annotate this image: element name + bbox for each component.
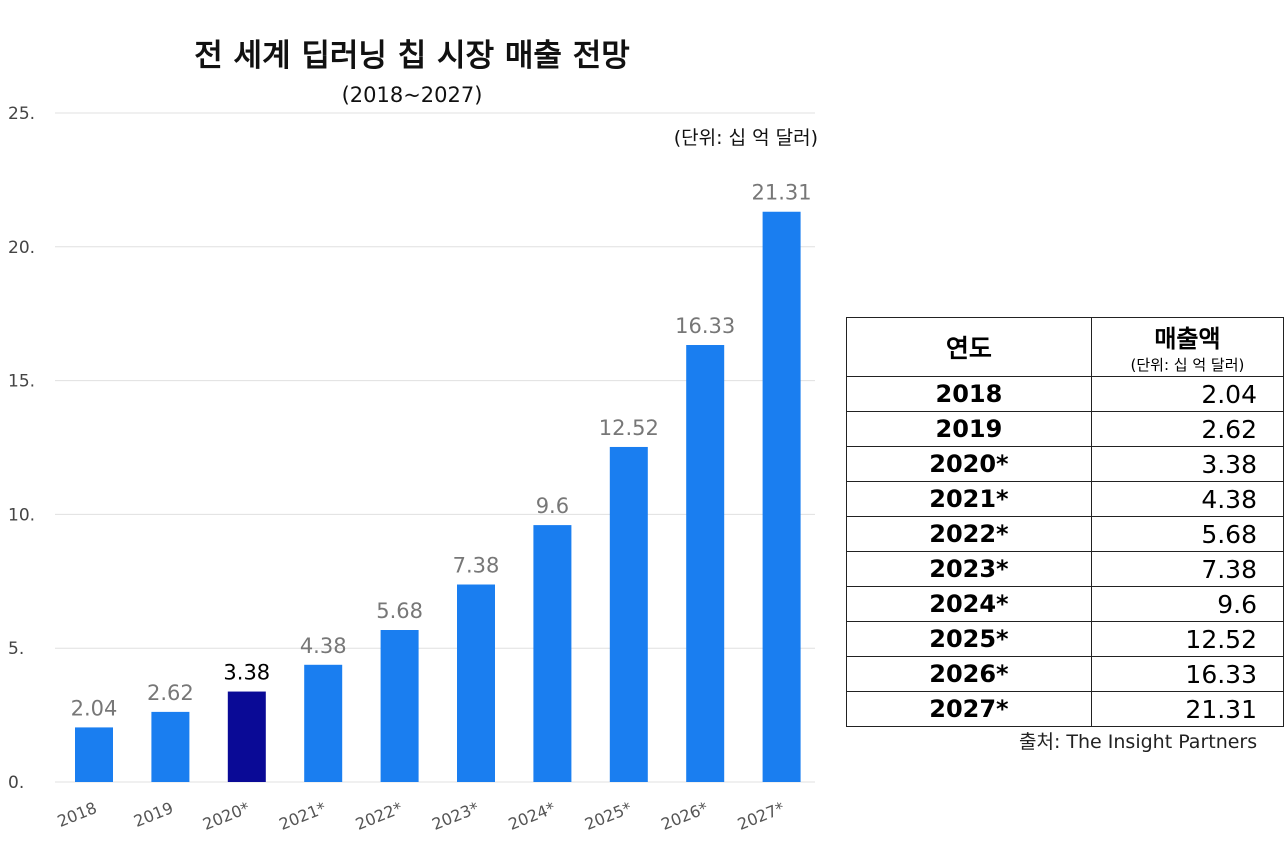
table-row: 2022* 5.68 xyxy=(846,516,1284,552)
value-labels: 2.04 2.62 3.38 4.38 5.68 7.38 9.6 12.52 16.33 21.… xyxy=(71,181,812,721)
table-cell-value: 4.38 xyxy=(1090,481,1284,517)
value-label: 4.38 xyxy=(300,634,347,658)
bar-chart: 전 세계 딥러닝 칩 시장 매출 전망 (2018~2027) (단위: 십 억… xyxy=(8,38,818,834)
table-cell-year: 2026* xyxy=(846,656,1092,692)
y-tick-label: 25. xyxy=(8,104,35,124)
table-cell-year: 2018 xyxy=(846,376,1092,412)
table-cell-year: 2020* xyxy=(846,446,1092,482)
data-table: 연도 매출액 (단위: 십 억 달러) 2018 2.04 2019 2.62 2020… xyxy=(846,317,1284,727)
unit-note: (단위: 십 억 달러) xyxy=(674,127,818,149)
header-unit-label: (단위: 십 억 달러) xyxy=(1130,356,1245,374)
x-axis-ticks: 2018 2019 2020* 2021* 2022* 2023* 2024* 2025* 20… xyxy=(55,798,787,834)
table-row: 2020* 3.38 xyxy=(846,446,1284,482)
value-label: 21.31 xyxy=(752,181,812,205)
bar-2027 xyxy=(762,211,801,783)
table-cell-year: 2021* xyxy=(846,481,1092,517)
value-label: 2.04 xyxy=(71,696,118,720)
table-cell-year: 2025* xyxy=(846,621,1092,657)
x-tick-label: 2027* xyxy=(735,798,787,834)
bar-2020 xyxy=(227,691,266,782)
table-row: 2023* 7.38 xyxy=(846,551,1284,587)
bar-2018 xyxy=(75,727,113,782)
table-cell-year: 2023* xyxy=(846,551,1092,587)
table-cell-value: 21.31 xyxy=(1090,691,1284,727)
table-row: 2024* 9.6 xyxy=(846,586,1284,622)
x-tick-label: 2026* xyxy=(658,798,710,834)
x-tick-label: 2021* xyxy=(276,798,328,834)
bar-2023 xyxy=(457,584,495,782)
x-tick-label: 2018 xyxy=(55,798,100,831)
table-header-row: 연도 매출액 (단위: 십 억 달러) xyxy=(846,317,1284,377)
value-label: 2.62 xyxy=(147,681,194,705)
header-value-label: 매출액 xyxy=(1154,325,1221,353)
bars xyxy=(75,211,801,783)
x-tick-label: 2025* xyxy=(582,798,634,834)
chart-title: 전 세계 딥러닝 칩 시장 매출 전망 xyxy=(194,38,630,74)
table-row: 2027* 21.31 xyxy=(846,691,1284,727)
table-cell-year: 2019 xyxy=(846,411,1092,447)
bar-2025 xyxy=(609,446,648,782)
table-cell-value: 2.62 xyxy=(1090,411,1284,447)
y-tick-label: 20. xyxy=(8,238,35,258)
value-label: 5.68 xyxy=(376,599,423,623)
value-label: 16.33 xyxy=(675,314,735,338)
y-tick-label: 10. xyxy=(8,505,35,525)
y-tick-label: 5. xyxy=(8,639,24,659)
x-tick-label: 2019 xyxy=(131,798,176,831)
y-tick-label: 15. xyxy=(8,372,35,392)
table-row: 2021* 4.38 xyxy=(846,481,1284,517)
value-label: 12.52 xyxy=(599,416,659,440)
table-row: 2025* 12.52 xyxy=(846,621,1284,657)
header-year: 연도 xyxy=(846,317,1092,377)
y-axis-ticks: 0. 5. 10. 15. 20. 25. xyxy=(8,104,35,793)
table-cell-value: 7.38 xyxy=(1090,551,1284,587)
table-cell-value: 2.04 xyxy=(1090,376,1284,412)
table-cell-year: 2024* xyxy=(846,586,1092,622)
y-tick-label: 0. xyxy=(8,773,24,793)
table-cell-year: 2022* xyxy=(846,516,1092,552)
source-note: 출처: The Insight Partners xyxy=(1019,731,1258,753)
x-tick-label: 2020* xyxy=(200,798,252,834)
chart-subtitle: (2018~2027) xyxy=(342,83,483,107)
table-cell-value: 9.6 xyxy=(1090,586,1284,622)
value-label: 7.38 xyxy=(453,554,500,578)
table-row: 2019 2.62 xyxy=(846,411,1284,447)
x-tick-label: 2022* xyxy=(353,798,405,834)
table-row: 2026* 16.33 xyxy=(846,656,1284,692)
bar-2024 xyxy=(533,525,572,782)
table-cell-year: 2027* xyxy=(846,691,1092,727)
table-cell-value: 3.38 xyxy=(1090,446,1284,482)
table-cell-value: 16.33 xyxy=(1090,656,1284,692)
x-tick-label: 2023* xyxy=(429,798,481,834)
x-tick-label: 2024* xyxy=(506,798,558,834)
table-cell-value: 5.68 xyxy=(1090,516,1284,552)
value-label: 9.6 xyxy=(536,494,569,518)
bar-2019 xyxy=(151,711,190,782)
table-cell-value: 12.52 xyxy=(1090,621,1284,657)
header-value: 매출액 (단위: 십 억 달러) xyxy=(1090,317,1284,377)
value-label: 3.38 xyxy=(223,661,270,685)
bar-2021 xyxy=(304,664,343,782)
bar-2022 xyxy=(380,630,419,782)
bar-2026 xyxy=(686,345,725,782)
table-row: 2018 2.04 xyxy=(846,376,1284,412)
